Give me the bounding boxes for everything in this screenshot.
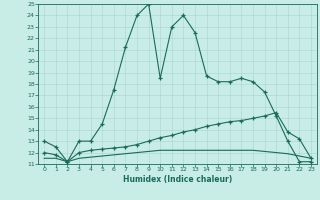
X-axis label: Humidex (Indice chaleur): Humidex (Indice chaleur)	[123, 175, 232, 184]
